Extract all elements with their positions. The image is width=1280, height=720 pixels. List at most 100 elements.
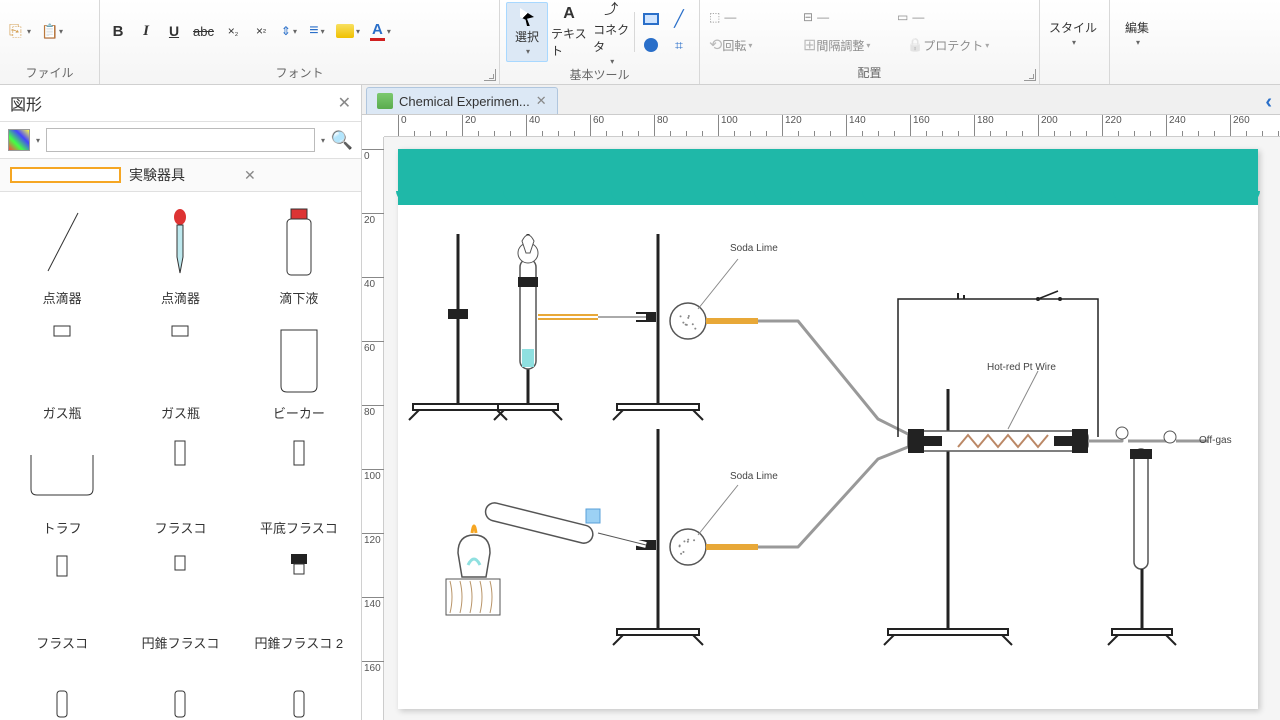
shape-circle-button[interactable] (639, 33, 663, 57)
shape-label: フラスコ (155, 518, 207, 537)
shape-preview (259, 664, 339, 720)
copy-button[interactable]: ▾ (6, 19, 34, 43)
select-tool-label: 選択 (515, 28, 539, 45)
protect-button[interactable]: プロテクト▾ (904, 33, 1004, 57)
shape-preview (259, 434, 339, 514)
shape-preview (140, 549, 220, 629)
ribbon-group-arrange: ⬚ — ⊟ — ▭ — 回転▾ 間隔調整▾ プロテクト▾ 配置 (700, 0, 1040, 84)
arrange-dialog-launcher[interactable] (1024, 69, 1036, 81)
shape-preview (22, 204, 102, 284)
highlight-button[interactable]: ▾ (333, 19, 363, 43)
subscript-button[interactable] (221, 19, 245, 43)
ribbon-group-tools-label: 基本ツール (500, 64, 699, 86)
ribbon-group-font-label: フォント (100, 62, 499, 84)
ribbon-group-file: ▾ ▾ ファイル (0, 0, 100, 84)
document-tabbar: Chemical Experimen... ✕ (362, 85, 1280, 115)
shape-item-flask-erlen2[interactable]: 円錐フラスコ 2 (241, 545, 357, 656)
shape-rect-button[interactable] (639, 7, 663, 31)
document-tab[interactable]: Chemical Experimen... ✕ (366, 87, 558, 114)
shape-library-header[interactable]: 実験器具 ✕ (0, 159, 361, 192)
shape-item-tube2[interactable] (122, 660, 238, 720)
canvas[interactable]: Soda LimeSoda LimeHot-red Pt WireOff-gas (384, 137, 1280, 720)
superscript-button[interactable] (249, 19, 273, 43)
strikethrough-button[interactable]: abc (190, 19, 217, 43)
shape-label: フラスコ (36, 633, 88, 652)
cursor-icon (520, 8, 534, 26)
ribbon-group-style: スタイル▾ (1040, 0, 1110, 84)
text-tool-label: テキスト (551, 25, 587, 59)
connector-tool-label: コネクタ (593, 21, 629, 55)
font-color-button[interactable]: A▾ (367, 19, 394, 43)
ribbon-group-font: B I U abc ▾ ▾ ▾ A▾ フォント (100, 0, 500, 84)
shape-label: 点滴器 (43, 288, 82, 307)
shape-preview (22, 549, 102, 629)
paste-button[interactable]: ▾ (38, 19, 66, 43)
shapes-panel-title: 図形 (10, 91, 42, 115)
shape-item-dropper2[interactable]: 点滴器 (122, 200, 238, 311)
canvas-area: Chemical Experimen... ✕ 0204060801001201… (362, 85, 1280, 720)
library-icon (10, 167, 121, 183)
shape-item-flask-flat[interactable]: 平底フラスコ (241, 430, 357, 541)
edit-button[interactable]: 編集▾ (1116, 3, 1158, 63)
shape-library-close-button[interactable]: ✕ (244, 167, 351, 184)
underline-button[interactable]: U (162, 19, 186, 43)
ribbon-group-file-label: ファイル (0, 62, 99, 84)
shapes-panel: 図形 ✕ ▾ ▾ 🔍 実験器具 ✕ 点滴器点滴器滴下液ガス瓶ガス瓶ビーカートラフ… (0, 85, 362, 720)
shape-preview (259, 204, 339, 284)
shape-item-flask-erlen[interactable]: 円錐フラスコ (122, 545, 238, 656)
rotate-button[interactable]: 回転▾ (706, 33, 796, 57)
shape-preview (140, 664, 220, 720)
shape-item-flask-boil[interactable]: フラスコ (4, 545, 120, 656)
crop-button[interactable]: ⌗ (667, 33, 691, 57)
shape-preview (140, 204, 220, 284)
shape-library-title: 実験器具 (129, 165, 236, 185)
shape-preview (259, 319, 339, 399)
ungroup-button[interactable]: ⊟ — (800, 5, 890, 29)
shape-search-input[interactable] (46, 128, 315, 152)
list-button[interactable]: ▾ (305, 19, 329, 43)
shape-label: トラフ (43, 518, 82, 537)
shape-preview (22, 664, 102, 720)
shape-item-gasbottle1[interactable]: ガス瓶 (4, 315, 120, 426)
order-button[interactable]: ▭ — (894, 5, 984, 29)
bold-button[interactable]: B (106, 19, 130, 43)
text-icon: A (563, 5, 575, 23)
line-height-button[interactable]: ▾ (277, 19, 301, 43)
group-button[interactable]: ⬚ — (706, 5, 796, 29)
style-button[interactable]: スタイル▾ (1046, 3, 1100, 63)
shape-label: 円錐フラスコ (142, 633, 220, 652)
select-tool-button[interactable]: 選択 ▾ (506, 2, 548, 62)
shape-label: 点滴器 (161, 288, 200, 307)
shape-item-flask-round[interactable]: フラスコ (122, 430, 238, 541)
shape-label: 円錐フラスコ 2 (255, 633, 344, 652)
shape-label: 平底フラスコ (260, 518, 338, 537)
shape-color-picker[interactable] (8, 129, 30, 151)
shapes-panel-close-button[interactable]: ✕ (338, 93, 351, 113)
page (398, 149, 1258, 709)
shape-item-gasbottle2[interactable]: ガス瓶 (122, 315, 238, 426)
shapes-grid-scroll[interactable]: 点滴器点滴器滴下液ガス瓶ガス瓶ビーカートラフフラスコ平底フラスコフラスコ円錐フラ… (0, 192, 361, 720)
spacing-button[interactable]: 間隔調整▾ (800, 33, 900, 57)
ruler-vertical: 020406080100120140160180 (362, 137, 384, 720)
shape-item-beaker[interactable]: ビーカー (241, 315, 357, 426)
experiment-diagram (398, 149, 1258, 709)
ribbon-group-edit: 編集▾ (1110, 0, 1170, 84)
connector-icon: ⤴ (604, 0, 618, 19)
connector-tool-button[interactable]: ⤴ コネクタ ▾ (590, 2, 632, 62)
shape-preview (140, 319, 220, 399)
document-tab-close-button[interactable]: ✕ (536, 93, 547, 109)
shape-item-dropper1[interactable]: 点滴器 (4, 200, 120, 311)
shape-line-button[interactable]: ╱ (667, 7, 691, 31)
italic-button[interactable]: I (134, 19, 158, 43)
shape-item-dropbottle[interactable]: 滴下液 (241, 200, 357, 311)
shape-item-tube3[interactable] (241, 660, 357, 720)
shape-item-tube1[interactable] (4, 660, 120, 720)
ruler-horizontal: 020406080100120140160180200220240260280 (384, 115, 1280, 137)
shape-search-button[interactable]: 🔍 (331, 129, 353, 151)
shape-item-trough[interactable]: トラフ (4, 430, 120, 541)
collapse-panel-button[interactable] (1265, 91, 1272, 114)
font-dialog-launcher[interactable] (484, 69, 496, 81)
ribbon: ▾ ▾ ファイル B I U abc ▾ ▾ ▾ A▾ フォント 選択 ▾ (0, 0, 1280, 85)
text-tool-button[interactable]: A テキスト (548, 2, 590, 62)
shape-label: 滴下液 (279, 288, 318, 307)
